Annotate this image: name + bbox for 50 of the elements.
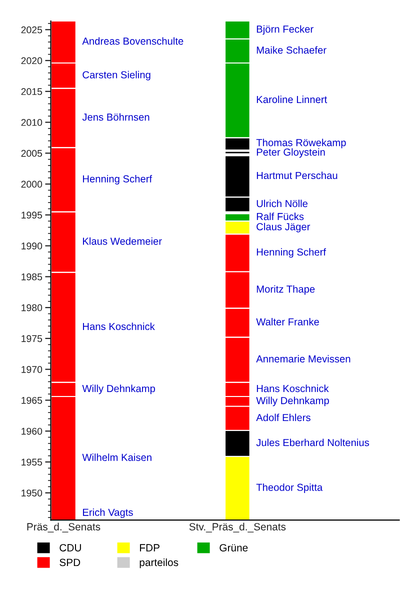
text: Hans Koschnick xyxy=(83,322,155,330)
text: Willy Dehnkamp xyxy=(256,396,329,406)
series-label: Carsten Sieling xyxy=(82,70,150,80)
legend-label: FDP xyxy=(140,544,160,552)
series-label: Adolf Ehlers xyxy=(256,414,310,422)
series-label: Moritz Thape xyxy=(256,285,315,295)
y-tick-label: 1985 xyxy=(22,273,42,280)
series-label: Maike Schaefer xyxy=(256,46,326,54)
series-label: Jens Böhrnsen xyxy=(82,113,150,121)
y-tick-label: 2020 xyxy=(21,57,42,64)
series-label: Ulrich Nölle xyxy=(256,200,308,208)
series-label: Hans Koschnick xyxy=(256,384,329,392)
series-label: Walter Franke xyxy=(256,318,319,326)
series-label: Hartmut Perschau xyxy=(256,172,338,180)
series-label: Peter Gloystein xyxy=(256,148,325,158)
y-tick-label: 2025 xyxy=(21,26,42,34)
text: Henning Scherf xyxy=(83,174,152,184)
annotation: Erich Vagts xyxy=(83,508,133,518)
y-tick-label: 1980 xyxy=(22,304,42,312)
y-tick-label: 1975 xyxy=(22,335,42,342)
y-tick-label: 1970 xyxy=(22,366,42,373)
y-tick-label: 1950 xyxy=(22,490,42,496)
series-label: Wilhelm Kaisen xyxy=(82,454,152,461)
legend-label: Grüne xyxy=(220,544,248,552)
y-tick-label: 1965 xyxy=(22,396,42,404)
x-tick-label: Präs_d._Senats xyxy=(27,522,100,532)
y-tick-label: 1960 xyxy=(22,428,42,435)
y-tick-label: 1995 xyxy=(22,212,42,219)
x-tick-label: Stv._Präs_d._Senats xyxy=(189,522,286,532)
series-label: Theodor Spitta xyxy=(256,483,323,493)
series-label: Willy Dehnkamp xyxy=(82,384,156,394)
series-label: Annemarie Mevissen xyxy=(256,355,350,362)
legend-label: CDU xyxy=(60,544,81,552)
y-tick-label: 1955 xyxy=(22,458,42,466)
series-label: Claus Jäger xyxy=(256,222,310,232)
legend-label: parteilos xyxy=(140,558,178,568)
legend-label: SPD xyxy=(60,558,80,566)
series-label: Klaus Wedemeier xyxy=(83,237,162,245)
series-label: Andreas Bovenschulte xyxy=(82,37,184,45)
series-label: Thomas Röwekamp xyxy=(256,138,346,148)
y-tick-label: 2015 xyxy=(21,88,42,96)
y-tick-label: 1990 xyxy=(22,242,42,250)
y-tick-label: 2005 xyxy=(21,150,42,157)
series-label: Henning Scherf xyxy=(256,248,326,258)
y-tick-label: 2010 xyxy=(21,119,42,126)
series-label: Björn Fecker xyxy=(256,25,314,35)
series-label: Ralf Fücks xyxy=(256,212,304,220)
series-label: Jules Eberhard Noltenius xyxy=(256,438,370,446)
y-tick-label: 2000 xyxy=(21,180,42,188)
series-label: Karoline Linnert xyxy=(256,96,328,104)
